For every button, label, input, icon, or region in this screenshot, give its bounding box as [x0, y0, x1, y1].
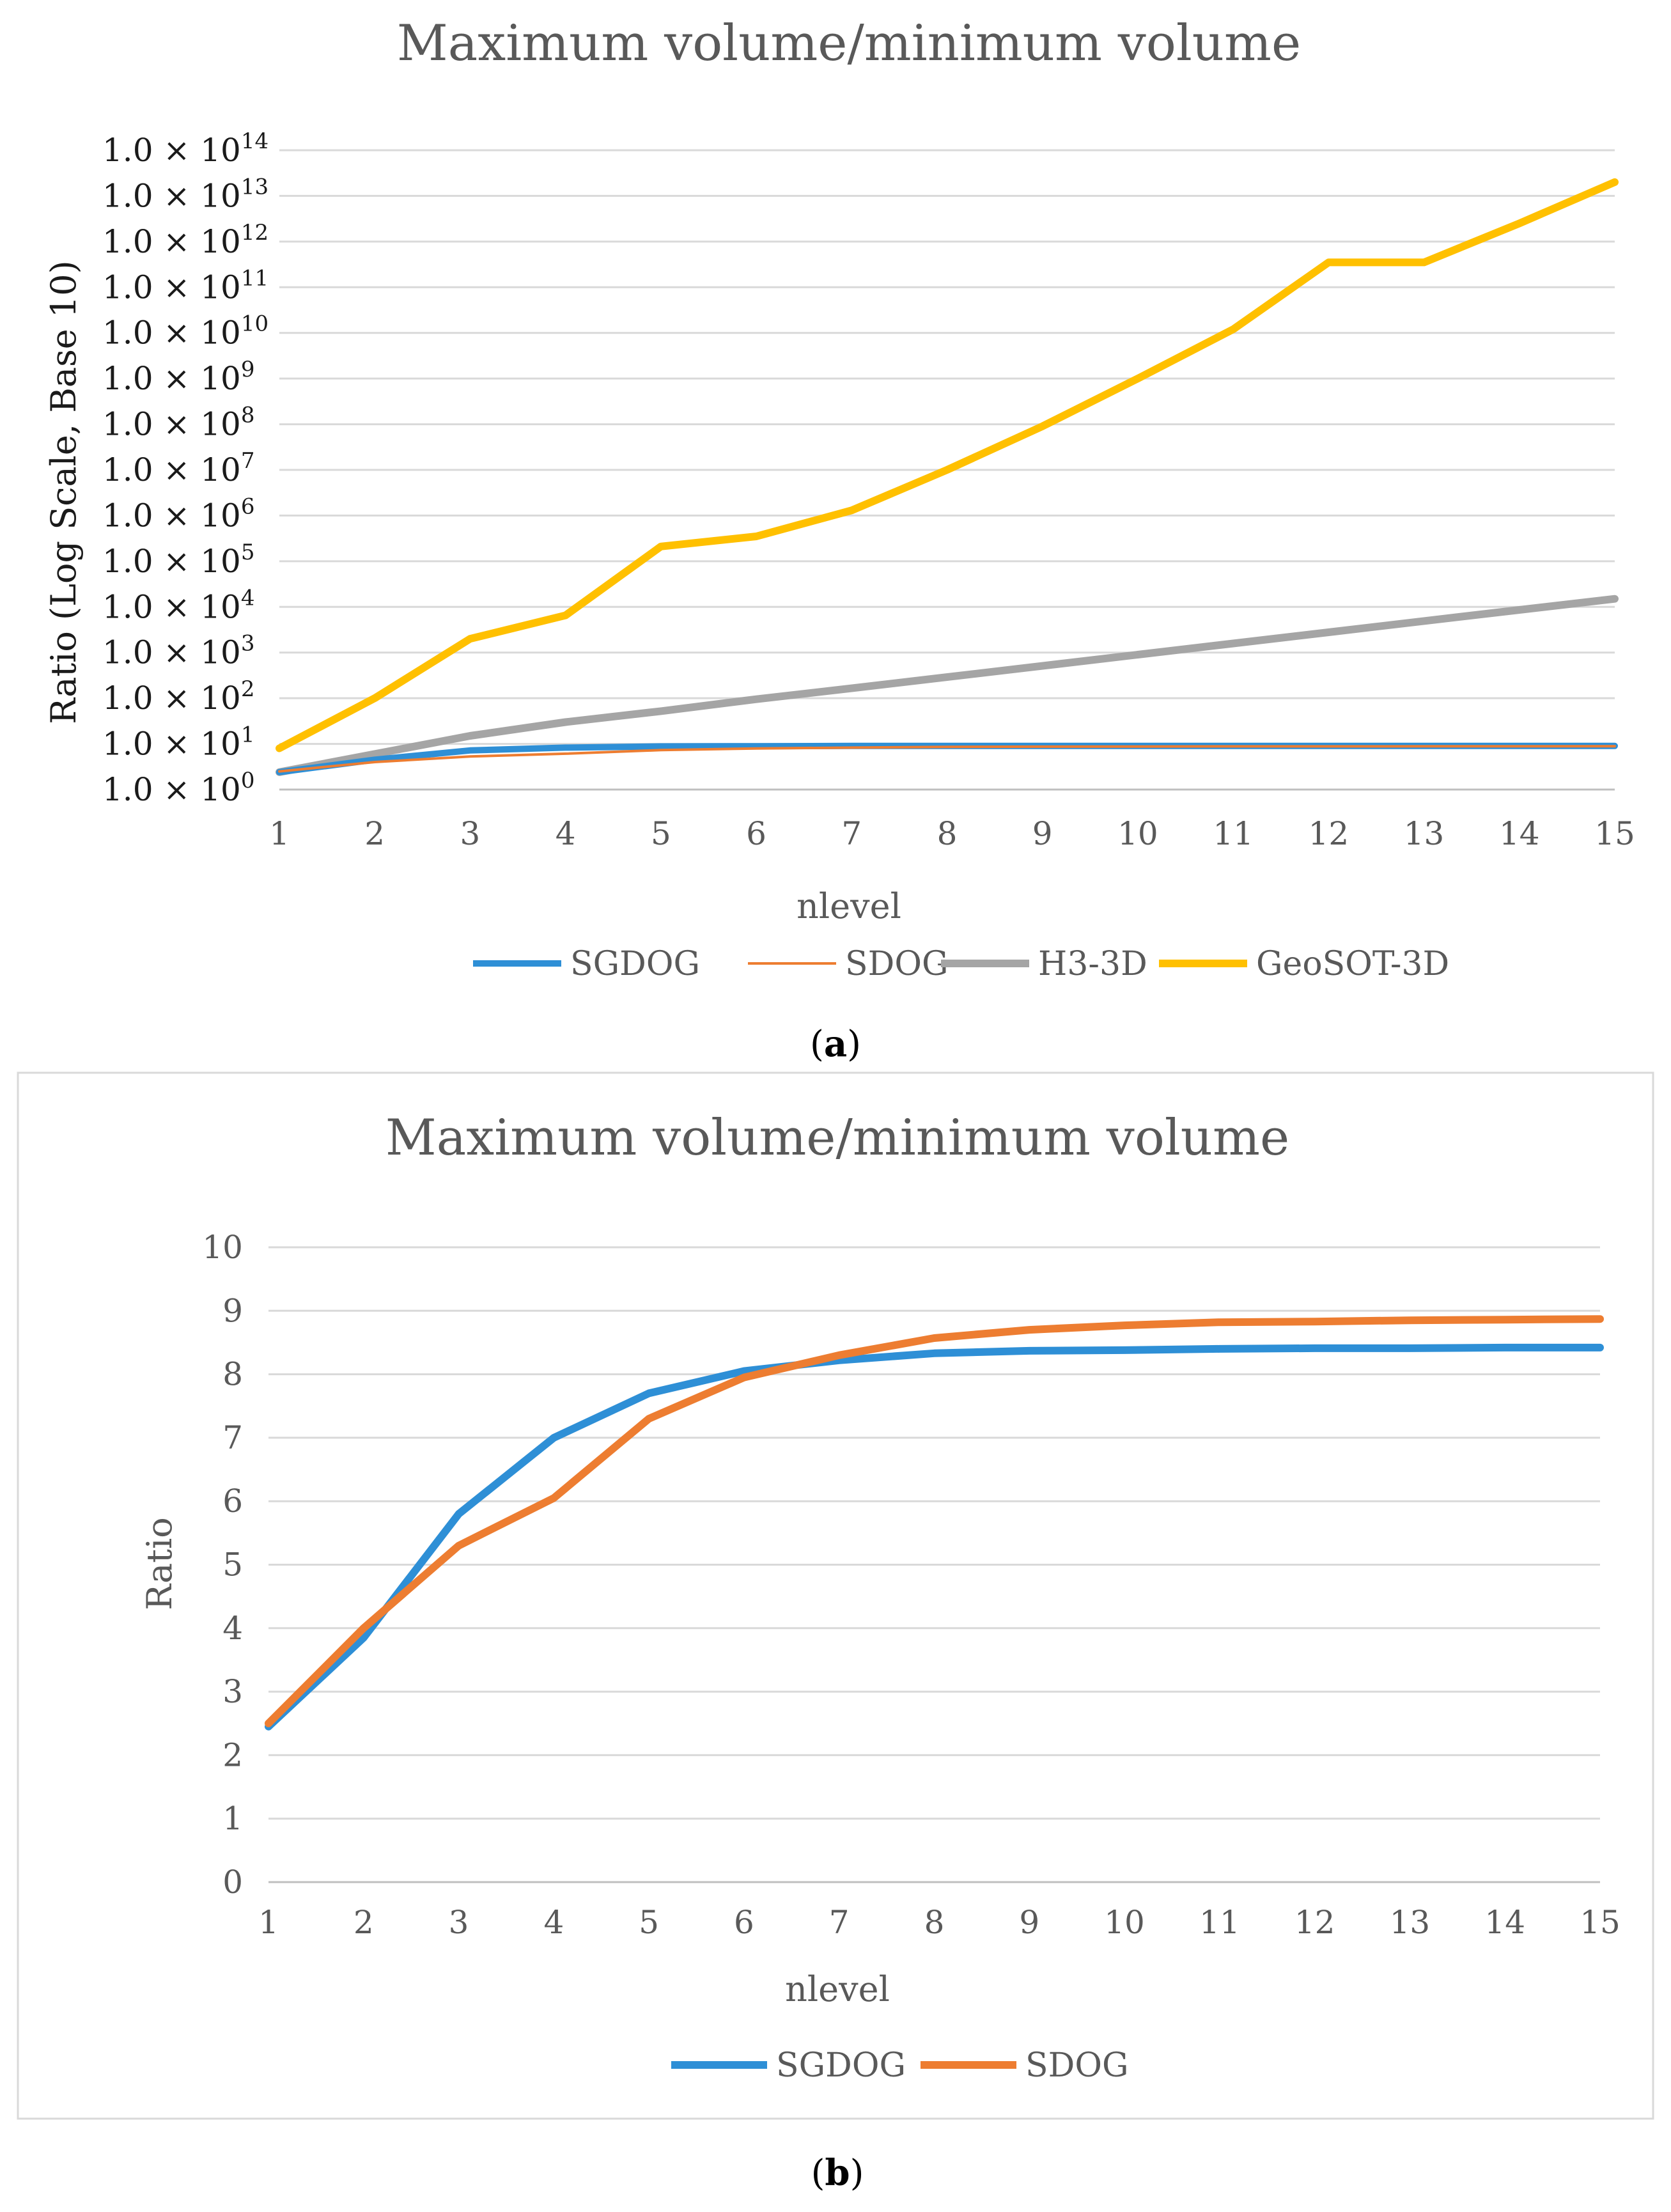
chart-a-x-tick-label: 7	[841, 815, 862, 852]
chart-a-x-tick-label: 9	[1032, 815, 1053, 852]
chart-a-series-line-geosot-3d	[276, 178, 1619, 752]
chart-a-y-tick-label: 1.0 × 104	[102, 585, 254, 625]
chart-a-legend-label: SDOG	[845, 945, 948, 983]
chart-a-series-line-sdog	[278, 745, 1616, 773]
chart-b-y-tick-label: 10	[202, 1229, 243, 1266]
chart-b-x-tick-label: 7	[829, 1904, 850, 1941]
chart-b-y-axis-label: Ratio	[139, 1517, 180, 1610]
chart-b: Maximum volume/minimum volume 0123456789…	[139, 1109, 1620, 2085]
chart-a-x-tick-label: 6	[746, 815, 766, 852]
chart-a-y-tick-label: 1.0 × 106	[102, 494, 254, 534]
chart-b-y-tick-label: 6	[222, 1483, 243, 1520]
chart-b-x-tick-label: 2	[354, 1904, 374, 1941]
chart-a-x-tick-label: 4	[556, 815, 576, 852]
chart-a-y-tick-label: 1.0 × 101	[102, 722, 254, 763]
chart-a-x-axis-label: nlevel	[797, 886, 901, 926]
chart-a-x-tick-label: 12	[1309, 815, 1349, 852]
chart-a-y-tick-label: 1.0 × 105	[102, 540, 254, 580]
chart-a-y-tick-labels: 1.0 × 100 1.0 × 101 1.0 × 102 1.0 × 103 1.0 …	[102, 129, 268, 808]
chart-b-y-tick-label: 1	[222, 1800, 243, 1837]
chart-a-x-tick-label: 15	[1594, 815, 1635, 852]
chart-b-legend: SGDOG SDOG	[671, 2046, 1128, 2085]
chart-a-legend-label: SGDOG	[570, 945, 700, 983]
chart-a-x-tick-label: 5	[651, 815, 671, 852]
chart-a-y-tick-label: 1.0 × 1012	[102, 220, 268, 260]
chart-b-x-tick-label: 4	[543, 1904, 564, 1941]
chart-a-y-tick-label: 1.0 × 107	[102, 448, 254, 488]
chart-b-legend-label: SGDOG	[776, 2046, 906, 2085]
chart-a-x-tick-label: 11	[1213, 815, 1254, 852]
chart-b-x-tick-labels: 1 2 3 4 5 6 7 8 9 10 11 12 13 14 15	[258, 1904, 1620, 1941]
chart-a-y-tick-label: 1.0 × 108	[102, 403, 254, 443]
chart-b-y-tick-label: 3	[222, 1673, 243, 1710]
chart-a-y-tick-label: 1.0 × 1013	[102, 174, 268, 214]
chart-a-x-tick-label: 13	[1404, 815, 1445, 852]
chart-b-x-tick-label: 15	[1580, 1904, 1620, 1941]
chart-a-y-tick-label: 1.0 × 1011	[102, 265, 268, 306]
chart-b-x-tick-label: 13	[1390, 1904, 1431, 1941]
chart-a-y-tick-label: 1.0 × 109	[102, 357, 254, 397]
chart-a-y-tick-label: 1.0 × 103	[102, 631, 254, 671]
caption-a: (a)	[810, 1023, 861, 1065]
chart-b-x-tick-label: 9	[1019, 1904, 1039, 1941]
chart-a-y-tick-label: 1.0 × 1010	[102, 311, 268, 352]
chart-b-x-tick-label: 12	[1294, 1904, 1335, 1941]
chart-a-y-axis-label: Ratio (Log Scale, Base 10)	[43, 260, 84, 724]
chart-a-legend-label: H3-3D	[1038, 945, 1147, 983]
chart-b-series-line-sgdog	[265, 1343, 1604, 1731]
chart-a-x-tick-labels: 1 2 3 4 5 6 7 8 9 10 11 12 13 14 15	[269, 815, 1635, 852]
chart-b-series-line-sdog	[265, 1315, 1604, 1727]
chart-b-legend-label: SDOG	[1025, 2046, 1128, 2085]
chart-b-y-tick-label: 4	[222, 1610, 243, 1647]
chart-b-y-tick-label: 0	[222, 1864, 243, 1901]
chart-a-x-tick-label: 1	[269, 815, 290, 852]
chart-b-y-tick-label: 9	[222, 1292, 243, 1329]
chart-a-series-lines	[276, 178, 1619, 776]
chart-a-legend-label: GeoSOT-3D	[1256, 945, 1449, 983]
chart-b-frame	[17, 1071, 1654, 2120]
caption-a-letter: a	[824, 1023, 847, 1065]
chart-b-y-tick-label: 8	[222, 1356, 243, 1393]
chart-b-x-tick-label: 11	[1199, 1904, 1240, 1941]
chart-b-x-tick-label: 14	[1484, 1904, 1525, 1941]
chart-a-y-tick-label: 1.0 × 102	[102, 676, 254, 717]
chart-a-series-line-h3-3d	[276, 595, 1619, 776]
chart-b-x-tick-label: 8	[924, 1904, 945, 1941]
caption-b: (b)	[811, 2152, 864, 2194]
caption-b-letter: b	[825, 2152, 850, 2194]
chart-b-y-tick-label: 5	[222, 1546, 243, 1584]
chart-a-y-tick-label: 1.0 × 100	[102, 768, 254, 808]
chart-b-title: Maximum volume/minimum volume	[385, 1109, 1289, 1167]
chart-b-y-tick-label: 7	[222, 1419, 243, 1456]
chart-a-legend: SGDOG SDOG H3-3D GeoSOT-3D	[473, 945, 1449, 983]
chart-b-x-tick-label: 6	[734, 1904, 754, 1941]
chart-a-x-tick-label: 2	[364, 815, 385, 852]
chart-a-x-tick-label: 10	[1117, 815, 1158, 852]
chart-a: Maximum volume/minimum volume 1.0 × 1001…	[43, 15, 1635, 983]
chart-b-y-tick-label: 2	[222, 1736, 243, 1773]
chart-a-gridlines	[279, 149, 1615, 791]
chart-b-x-tick-label: 5	[639, 1904, 659, 1941]
chart-b-x-tick-label: 10	[1104, 1904, 1145, 1941]
chart-b-x-tick-label: 3	[449, 1904, 469, 1941]
chart-a-x-tick-label: 8	[937, 815, 958, 852]
chart-a-x-tick-label: 3	[460, 815, 481, 852]
chart-b-y-tick-labels: 0 1 2 3 4 5 6 7 8 9 10	[202, 1229, 243, 1901]
chart-a-y-tick-label: 1.0 × 1014	[102, 129, 268, 169]
chart-b-series-lines	[265, 1315, 1604, 1731]
chart-b-x-axis-label: nlevel	[785, 1969, 890, 2009]
chart-a-x-tick-label: 14	[1499, 815, 1540, 852]
chart-b-gridlines	[268, 1246, 1600, 1883]
chart-a-title: Maximum volume/minimum volume	[397, 15, 1301, 72]
chart-a-series-line-sgdog	[276, 742, 1618, 775]
chart-b-x-tick-label: 1	[258, 1904, 279, 1941]
